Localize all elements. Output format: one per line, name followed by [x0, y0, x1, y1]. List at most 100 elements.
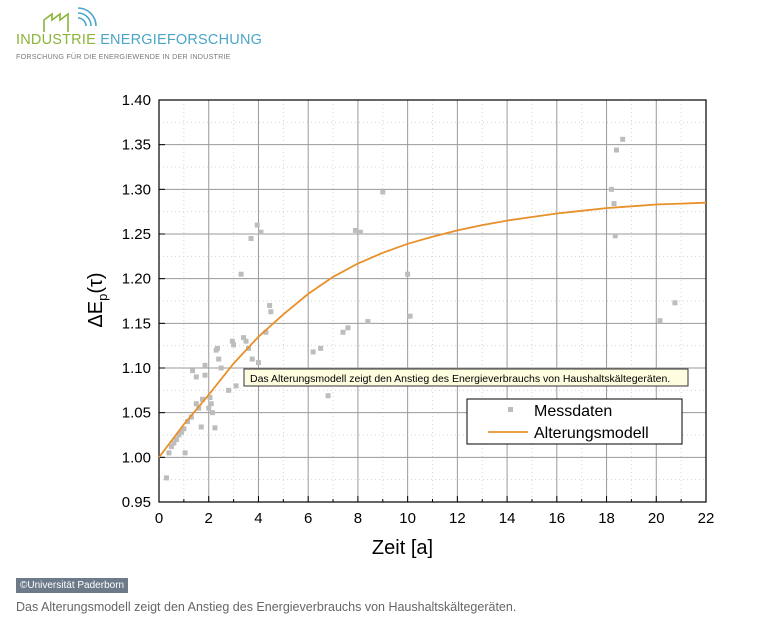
data-point	[196, 405, 202, 411]
data-point	[325, 393, 331, 399]
y-tick-label: 1.35	[122, 137, 151, 154]
data-point	[218, 365, 224, 371]
x-tick-label: 16	[548, 510, 565, 527]
data-point	[188, 414, 194, 420]
x-tick-label: 18	[598, 510, 615, 527]
data-point	[345, 325, 351, 331]
data-point	[255, 360, 261, 366]
data-point	[657, 318, 663, 324]
data-point	[200, 396, 206, 402]
data-point	[171, 440, 177, 446]
data-point	[173, 436, 179, 442]
data-point	[263, 329, 269, 335]
y-tick-label: 1.40	[122, 92, 151, 109]
data-point	[241, 335, 247, 341]
data-point	[620, 136, 626, 142]
data-point	[249, 356, 255, 362]
y-tick-label: 1.15	[122, 315, 151, 332]
data-point	[352, 227, 358, 233]
logo-tagline: FORSCHUNG FÜR DIE ENERGIEWENDE IN DER IN…	[16, 52, 231, 61]
data-point	[226, 387, 232, 393]
logo-word-industrie: INDUSTRIE	[16, 32, 96, 48]
x-tick-label: 0	[155, 510, 163, 527]
data-point	[380, 189, 386, 195]
x-tick-label: 12	[449, 510, 466, 527]
x-tick-label: 4	[254, 510, 262, 527]
annotation-text: Das Alterungsmodell zeigt den Anstieg de…	[250, 373, 670, 385]
annotation-box	[243, 368, 689, 387]
data-point	[185, 419, 191, 425]
data-point	[181, 426, 187, 432]
data-point	[407, 313, 413, 319]
x-tick-label: 10	[399, 510, 416, 527]
y-tick-label: 1.10	[122, 360, 151, 377]
data-point	[209, 410, 215, 416]
data-point	[214, 345, 220, 351]
y-tick-label: 1.25	[122, 226, 151, 243]
image-caption: Das Alterungsmodell zeigt den Anstieg de…	[16, 600, 517, 614]
image-credit: ©Universität Paderborn	[16, 578, 129, 593]
logo-title: INDUSTRIE ENERGIEFORSCHUNG	[16, 32, 262, 48]
factory-wifi-icon	[43, 7, 97, 32]
y-tick-label: 1.00	[122, 449, 151, 466]
data-point	[267, 302, 273, 308]
legend-label-alterungsmodell: Alterungsmodell	[534, 425, 649, 442]
data-point	[340, 329, 346, 335]
y-tick-label: 1.30	[122, 181, 151, 198]
legend-marker-messdaten	[508, 407, 513, 412]
data-point	[231, 342, 237, 348]
data-point	[212, 425, 218, 431]
data-point	[310, 349, 316, 355]
y-axis-label: ΔEp(τ)	[85, 272, 110, 327]
data-point	[198, 424, 204, 430]
x-tick-label: 20	[648, 510, 665, 527]
data-point	[193, 374, 199, 380]
data-point	[176, 432, 182, 438]
data-point	[248, 235, 254, 241]
data-point	[268, 309, 274, 315]
data-point	[163, 475, 169, 481]
data-point	[405, 271, 411, 277]
legend-label-messdaten: Messdaten	[534, 403, 612, 420]
data-point	[182, 450, 188, 456]
data-point	[207, 394, 213, 400]
x-tick-label: 8	[354, 510, 362, 527]
data-point	[613, 147, 619, 153]
data-point	[178, 429, 184, 435]
data-point	[233, 383, 239, 389]
data-point	[672, 300, 678, 306]
y-tick-label: 1.05	[122, 405, 151, 422]
data-point	[318, 345, 324, 351]
y-tick-label: 0.95	[122, 494, 151, 511]
data-point	[611, 201, 617, 207]
x-tick-label: 22	[698, 510, 715, 527]
data-point	[193, 401, 199, 407]
data-point	[202, 362, 208, 368]
data-point	[238, 271, 244, 277]
data-point	[609, 186, 615, 192]
legend-box	[466, 398, 683, 445]
logo-word-energieforschung: ENERGIEFORSCHUNG	[100, 32, 263, 48]
data-point	[168, 444, 174, 450]
site-logo[interactable]: INDUSTRIE ENERGIEFORSCHUNG FORSCHUNG FÜR…	[14, 6, 262, 64]
data-point	[258, 229, 264, 235]
data-point	[229, 338, 235, 344]
data-point	[216, 356, 222, 362]
aging-model-chart: 0 2 4 6 8 10 12 14 16 18 20 22 0.95 1.00 1.05 1.10 1.15 1…	[85, 92, 715, 559]
data-point	[612, 233, 618, 239]
data-point	[206, 405, 212, 411]
data-point	[166, 450, 172, 456]
model-line	[158, 201, 707, 458]
data-point	[202, 372, 208, 378]
y-tick-label: 1.20	[122, 271, 151, 288]
data-point	[357, 229, 363, 235]
x-tick-label: 2	[205, 510, 213, 527]
data-point	[208, 401, 214, 407]
x-axis-label: Zeit [a]	[372, 537, 433, 559]
x-tick-label: 14	[499, 510, 516, 527]
data-point	[190, 368, 196, 374]
x-tick-label: 6	[304, 510, 312, 527]
data-point	[243, 338, 249, 344]
data-point	[254, 222, 260, 228]
data-point	[365, 319, 371, 325]
